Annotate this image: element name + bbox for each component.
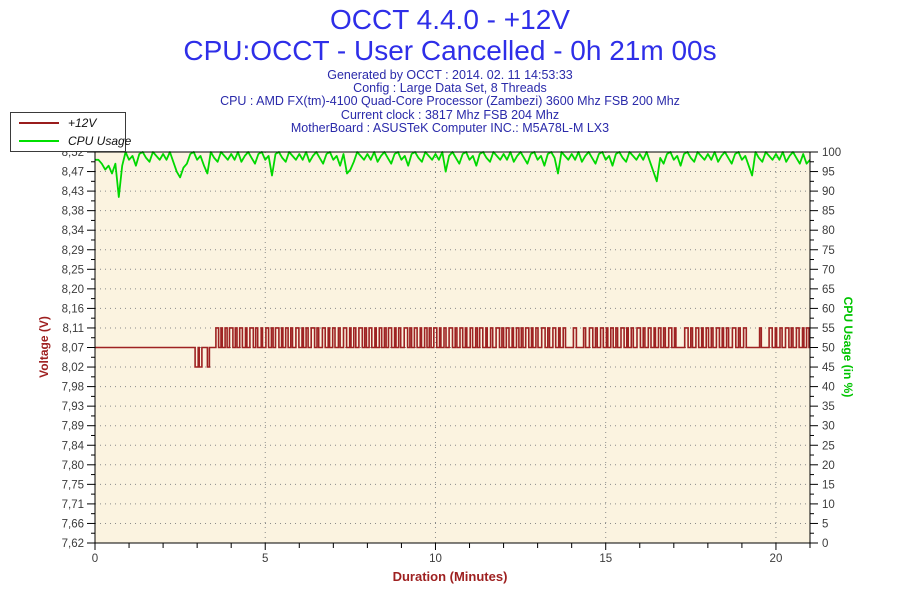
legend-line-sample-cpu [19, 140, 59, 143]
x-tick-label: 15 [599, 553, 612, 565]
legend-label-cpu: CPU Usage [68, 134, 132, 149]
info-generated-by: Generated by OCCT : 2014. 02. 11 14:53:3… [327, 68, 573, 82]
y-left-tick-label: 8,29 [62, 245, 84, 257]
y-right-tick-label: 65 [822, 284, 835, 296]
legend-item-12v: +12V [11, 114, 125, 131]
y-left-tick-label: 7,75 [62, 479, 84, 491]
y-left-tick-label: 8,16 [62, 303, 84, 315]
voltage-12v-trace [95, 327, 810, 368]
y-right-tick-label: 30 [822, 421, 835, 433]
y-right-tick-label: 5 [822, 518, 828, 530]
y-right-tick-label: 85 [822, 206, 835, 218]
legend-item-cpu-usage: CPU Usage [11, 133, 131, 150]
page-title: OCCT 4.4.0 - +12V [330, 4, 570, 35]
y-left-tick-label: 8,25 [62, 264, 84, 276]
y-right-tick-label: 35 [822, 401, 835, 413]
y-left-tick-label: 7,62 [62, 538, 84, 550]
y-left-tick-label: 8,34 [62, 225, 85, 237]
y-left-tick-label: 8,11 [62, 323, 84, 335]
y-right-tick-label: 80 [822, 225, 835, 237]
info-cpu: CPU : AMD FX(tm)-4100 Quad-Core Processo… [220, 94, 680, 109]
page-subtitle: CPU:OCCT - User Cancelled - 0h 21m 00s [183, 35, 717, 66]
y-right-tick-label: 95 [822, 167, 835, 179]
y-right-tick-label: 100 [822, 147, 841, 159]
y-left-tick-label: 7,71 [62, 499, 84, 511]
x-tick-label: 5 [262, 553, 268, 565]
y-right-tick-label: 75 [822, 245, 835, 257]
info-motherboard: MotherBoard : ASUSTeK Computer INC.: M5A… [290, 120, 610, 135]
y-right-tick-label: 25 [822, 440, 835, 452]
y-left-tick-label: 7,84 [62, 440, 85, 452]
y-right-tick-label: 55 [822, 323, 835, 335]
y-right-tick-label: 20 [822, 460, 835, 472]
y-left-tick-label: 7,89 [62, 421, 84, 433]
y-right-tick-label: 15 [822, 479, 835, 491]
y-right-tick-label: 90 [822, 186, 835, 198]
title-block: OCCT 4.4.0 - +12V CPU:OCCT - User Cancel… [0, 4, 900, 66]
y-right-tick-label: 60 [822, 303, 835, 315]
y-left-tick-label: 8,47 [62, 167, 84, 179]
y-left-tick-label: 8,07 [62, 343, 84, 355]
y-left-tick-label: 7,93 [62, 401, 84, 413]
y-left-tick-label: 8,38 [62, 206, 84, 218]
y-left-tick-label: 8,43 [62, 186, 84, 198]
y-right-tick-label: 45 [822, 362, 835, 374]
info-current-clock: Current clock : 3817 Mhz FSB 204 Mhz [340, 107, 560, 122]
legend-line-sample-12v [19, 121, 59, 124]
x-tick-label: 20 [770, 553, 783, 565]
system-info-block: Generated by OCCT : 2014. 02. 11 14:53:3… [0, 68, 900, 135]
y-left-tick-label: 7,98 [62, 382, 84, 394]
legend-label-12v: +12V [68, 115, 97, 130]
y-left-tick-label: 7,66 [62, 518, 84, 530]
y-right-tick-label: 70 [822, 264, 835, 276]
y-left-tick-label: 8,02 [62, 362, 84, 374]
y-left-tick-label: 7,80 [62, 460, 84, 472]
legend: +12V CPU Usage [10, 112, 131, 152]
y-right-tick-label: 50 [822, 343, 835, 355]
x-axis-title-duration: Duration (Minutes) [392, 569, 508, 584]
y-right-tick-label: 10 [822, 499, 835, 511]
info-config: Config : Large Data Set, 8 Threads [353, 81, 547, 96]
x-tick-label: 0 [92, 553, 98, 565]
y-right-tick-label: 0 [822, 538, 828, 550]
y-left-tick-label: 8,20 [62, 284, 84, 296]
y-right-tick-label: 40 [822, 382, 835, 394]
x-tick-label: 10 [429, 553, 442, 565]
